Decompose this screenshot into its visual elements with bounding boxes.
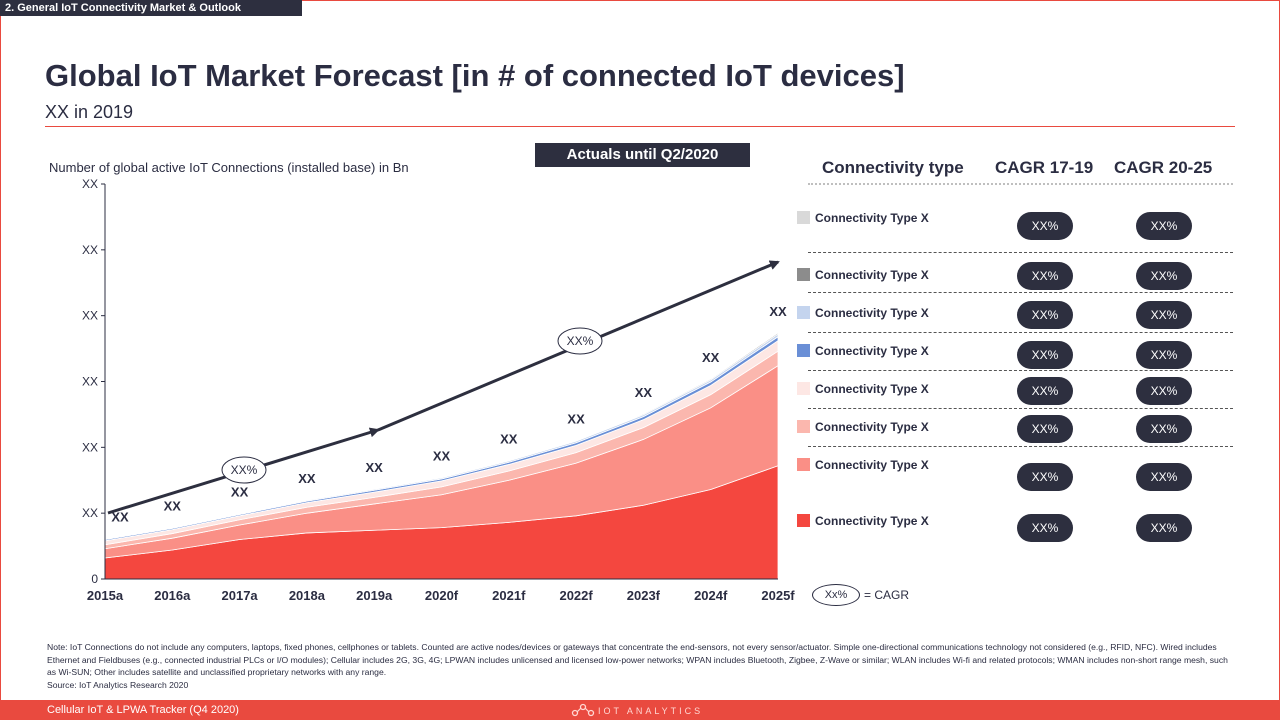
- cagr-17-19-pill: XX%: [1017, 262, 1073, 290]
- y-tick-label: XX: [82, 440, 98, 454]
- connectivity-type-label: Connectivity Type X: [815, 420, 929, 434]
- axes-layer: 0 XX XX XX XX XX XX 2015a 2016a 2017a 2018a 2019a 20…: [82, 177, 795, 603]
- x-tick-label: 2023f: [627, 588, 661, 603]
- row-separator: [808, 370, 1233, 371]
- cagr-20-25-pill: XX%: [1136, 377, 1192, 405]
- data-label: XX: [231, 484, 249, 499]
- legend-swatch: [797, 514, 810, 527]
- y-tick-label: XX: [82, 243, 98, 257]
- cagr-17-19-pill: XX%: [1017, 514, 1073, 542]
- cagr-20-25-pill: XX%: [1136, 341, 1192, 369]
- row-separator: [808, 408, 1233, 409]
- x-tick-label: 2018a: [289, 588, 326, 603]
- footer-title: Cellular IoT & LPWA Tracker (Q4 2020): [47, 704, 239, 716]
- connectivity-type-label: Connectivity Type X: [815, 514, 929, 528]
- cagr-20-25-pill: XX%: [1136, 514, 1192, 542]
- data-label: XX: [635, 385, 653, 400]
- legend-swatch: [797, 306, 810, 319]
- y-tick-label: XX: [82, 177, 98, 191]
- y-tick-label: XX: [82, 375, 98, 389]
- x-tick-label: 2017a: [222, 588, 259, 603]
- row-separator: [808, 292, 1233, 293]
- cagr-17-19-pill: XX%: [1017, 377, 1073, 405]
- chart: 0 XX XX XX XX XX XX 2015a 2016a 2017a 2018a 2019a 20…: [82, 177, 795, 603]
- page-subtitle: XX in 2019: [45, 102, 134, 122]
- connectivity-type-label: Connectivity Type X: [815, 268, 929, 282]
- x-tick-label: 2019a: [356, 588, 393, 603]
- row-separator: [808, 252, 1233, 253]
- cagr-17-19-pill: XX%: [1017, 212, 1073, 240]
- data-label: XX: [500, 431, 518, 446]
- trend-layer: XX% XX%: [107, 260, 780, 515]
- cagr-oval: [557, 327, 603, 355]
- data-label: XX: [433, 448, 451, 463]
- connectivity-type-label: Connectivity Type X: [815, 306, 929, 320]
- x-tick-label: 2016a: [154, 588, 191, 603]
- data-label-layer: XX XX XX XX XX XX XX XX XX XX XX: [111, 304, 787, 524]
- footnote-source: Source: IoT Analytics Research 2020: [47, 679, 189, 690]
- cagr-legend-oval: Xx%: [812, 584, 860, 606]
- section-tag: 2. General IoT Connectivity Market & Out…: [0, 0, 302, 16]
- connectivity-type-label: Connectivity Type X: [815, 344, 929, 358]
- table-header-cagr-17-19: CAGR 17-19: [995, 158, 1094, 177]
- row-separator: [808, 332, 1233, 333]
- title-rule: [45, 126, 1235, 127]
- cagr-17-19-pill: XX%: [1017, 415, 1073, 443]
- table-header-connectivity: Connectivity type: [822, 158, 964, 177]
- cagr-oval: [221, 456, 267, 484]
- connectivity-type-label: Connectivity Type X: [815, 458, 929, 472]
- y-tick-label: 0: [91, 572, 98, 586]
- legend-swatch: [797, 458, 810, 471]
- cagr-20-25-pill: XX%: [1136, 262, 1192, 290]
- footer-bar: [0, 700, 1280, 720]
- cagr-17-19-pill: XX%: [1017, 463, 1073, 491]
- data-label: XX: [111, 510, 129, 525]
- data-label: XX: [164, 498, 182, 513]
- x-tick-label: 2022f: [559, 588, 593, 603]
- y-tick-label: XX: [82, 309, 98, 323]
- legend-swatch: [797, 420, 810, 433]
- iot-analytics-logo-icon: [571, 703, 595, 717]
- cagr-legend-text: = CAGR: [864, 588, 910, 602]
- page-title: Global IoT Market Forecast [in # of conn…: [45, 58, 905, 93]
- data-label: XX: [702, 350, 720, 365]
- area-layer: [104, 331, 779, 580]
- legend-swatch: [797, 268, 810, 281]
- cagr-20-25-pill: XX%: [1136, 301, 1192, 329]
- actuals-banner: Actuals until Q2/2020: [535, 143, 750, 167]
- y-tick-label: XX: [82, 506, 98, 520]
- connectivity-type-label: Connectivity Type X: [815, 382, 929, 396]
- cagr-20-25-pill: XX%: [1136, 415, 1192, 443]
- cagr-20-25-pill: XX%: [1136, 212, 1192, 240]
- legend-swatch: [797, 344, 810, 357]
- area-series-7: [104, 331, 779, 539]
- data-label: XX: [567, 412, 585, 427]
- data-label: XX: [366, 460, 384, 475]
- cagr-17-19-pill: XX%: [1017, 341, 1073, 369]
- x-tick-label: 2024f: [694, 588, 728, 603]
- legend-swatch: [797, 382, 810, 395]
- row-separator: [808, 446, 1233, 447]
- data-label: XX: [298, 471, 316, 486]
- x-tick-label: 2020f: [425, 588, 459, 603]
- footnote: Note: IoT Connections do not include any…: [47, 641, 1237, 691]
- cagr-oval-label: XX%: [567, 334, 594, 348]
- footer-brand: IOT ANALYTICS: [598, 706, 704, 716]
- table-header-cagr-20-25: CAGR 20-25: [1114, 158, 1213, 177]
- x-tick-label: 2025f: [761, 588, 795, 603]
- cagr-oval-label: XX%: [231, 463, 258, 477]
- footnote-text: Note: IoT Connections do not include any…: [47, 642, 1228, 678]
- y-axis-label: Number of global active IoT Connections …: [49, 160, 409, 175]
- legend-swatch: [797, 211, 810, 224]
- data-label: XX: [769, 304, 787, 319]
- cagr-17-19-pill: XX%: [1017, 301, 1073, 329]
- table-header-rule: [808, 183, 1233, 185]
- cagr-20-25-pill: XX%: [1136, 463, 1192, 491]
- x-tick-label: 2015a: [87, 588, 124, 603]
- x-tick-label: 2021f: [492, 588, 526, 603]
- connectivity-type-label: Connectivity Type X: [815, 211, 929, 225]
